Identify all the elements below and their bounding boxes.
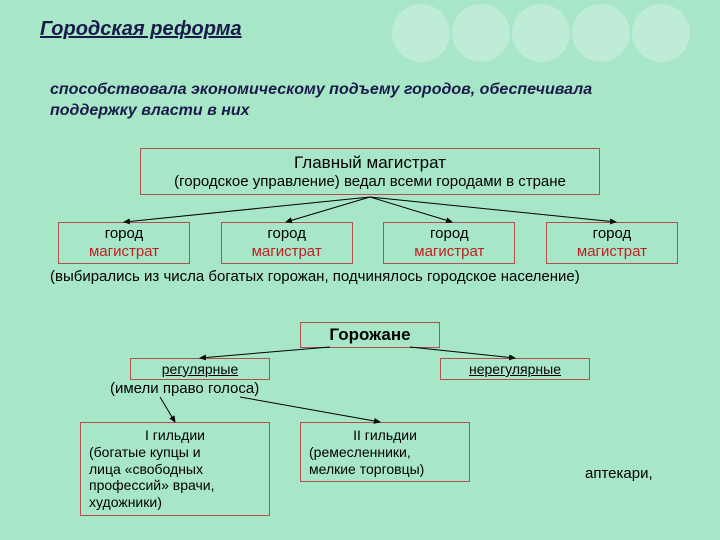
city-note: (выбирались из числа богатых горожан, по… — [50, 268, 690, 285]
guild-2-box: II гильдии (ремесленники, мелкие торговц… — [300, 422, 470, 482]
city-box-4: город магистрат — [546, 222, 678, 264]
main-magistrate-desc: (городское управление) ведал всеми город… — [149, 173, 591, 190]
slide-subtitle: способствовала экономическому подъему го… — [50, 80, 650, 122]
slide-root: Городская реформа способствовала экономи… — [0, 0, 720, 540]
main-magistrate-box: Главный магистрат (городское управление)… — [140, 148, 600, 195]
aptekari-text: аптекари, — [585, 465, 653, 482]
city-box-1: город магистрат — [58, 222, 190, 264]
citizens-box: Горожане — [300, 322, 440, 348]
regular-note: (имели право голоса) — [110, 380, 259, 397]
irregular-box: нерегулярные — [440, 358, 590, 380]
main-magistrate-title: Главный магистрат — [149, 153, 591, 173]
city-box-2: город магистрат — [221, 222, 353, 264]
city-row: город магистрат город магистрат город ма… — [58, 222, 678, 264]
guild-1-box: I гильдии (богатые купцы и лица «свободн… — [80, 422, 270, 516]
regular-box: регулярные — [130, 358, 270, 380]
city-box-3: город магистрат — [383, 222, 515, 264]
slide-title: Городская реформа — [40, 18, 242, 41]
decorative-circles — [392, 4, 690, 62]
